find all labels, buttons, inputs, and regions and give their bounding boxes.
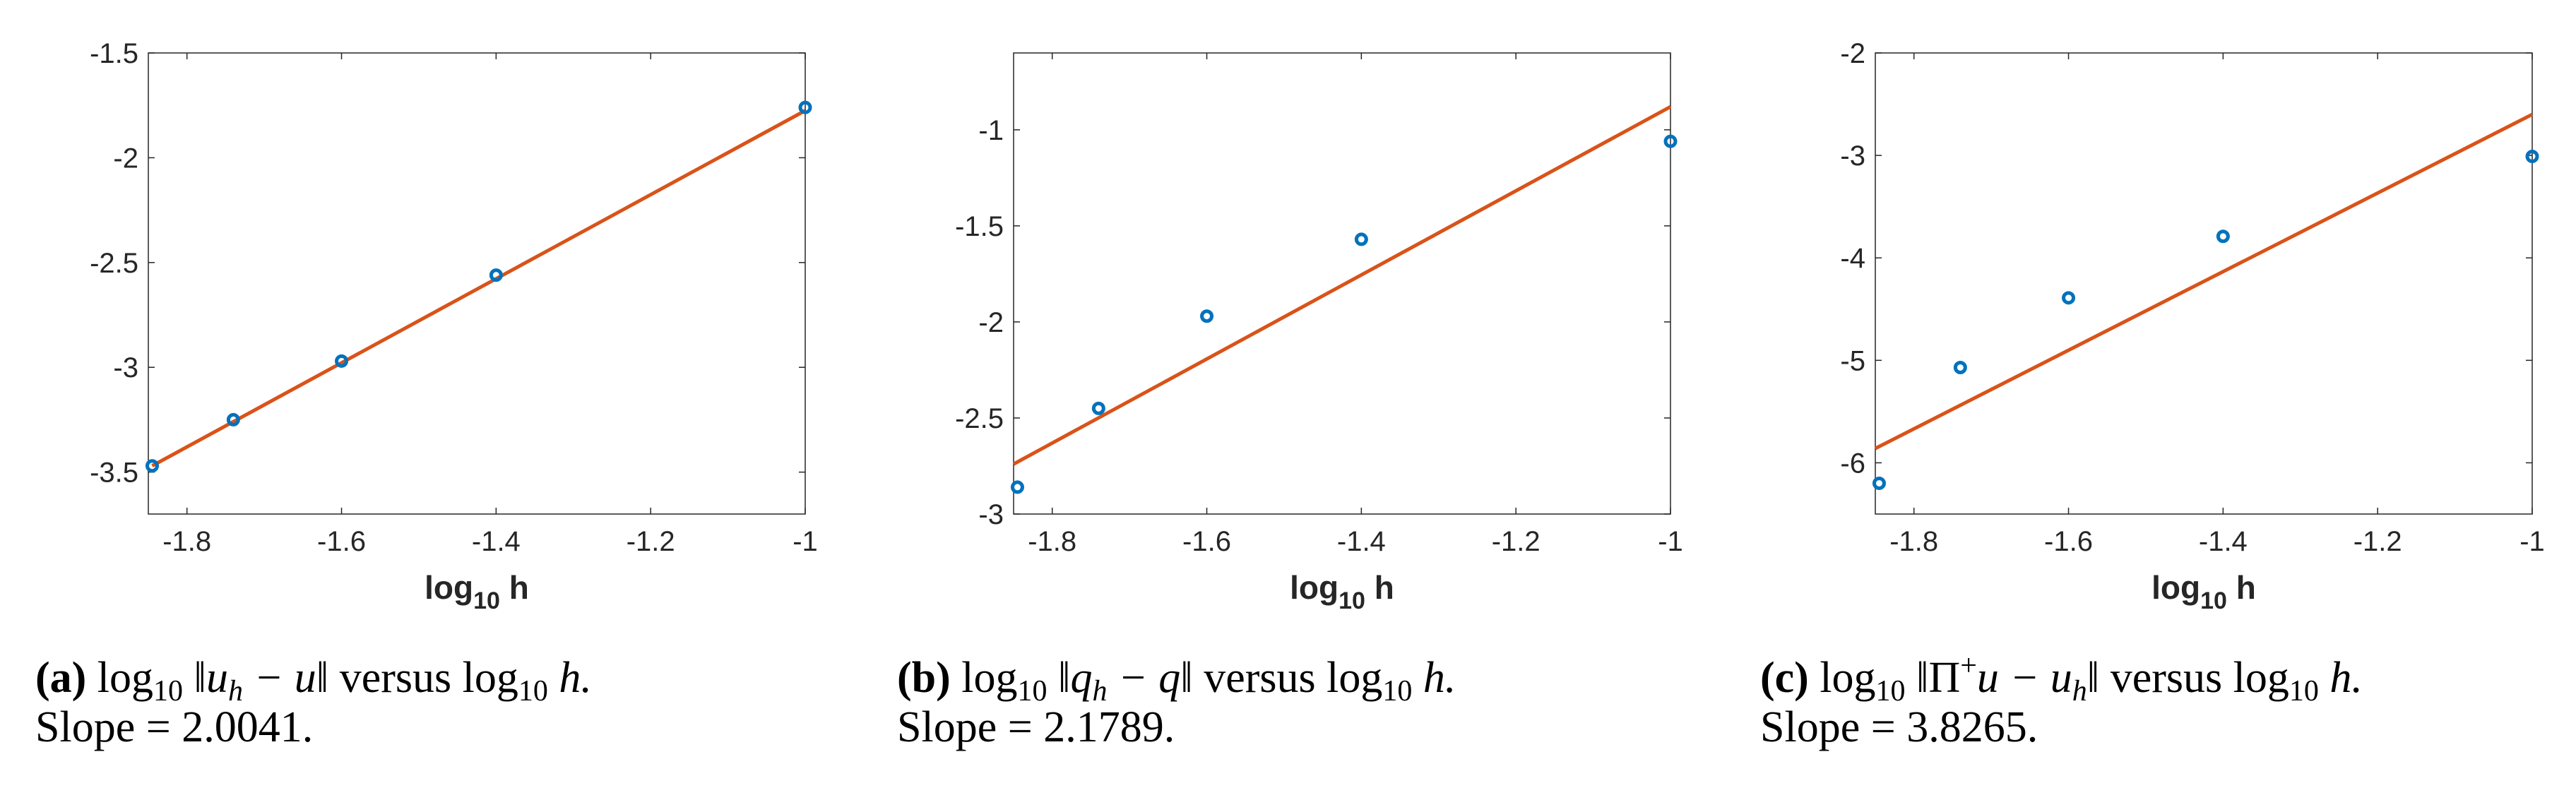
chart-a: -1.8 -1.6 -1.4 -1.2 -1 -3.5 -3 -2.5 -2 -1.5 log10 … (90, 38, 818, 614)
y-tick-label: -1 (978, 115, 1004, 146)
x-axis-label: log10 h (425, 569, 529, 614)
y-tick-label: -1.5 (955, 211, 1004, 242)
caption-a: (a) log10 ‖uh − u‖ versus log10 h. Slope… (35, 653, 925, 752)
x-tick-label: -1.4 (1337, 526, 1386, 557)
data-point (1010, 480, 1024, 494)
caption-c-slope: Slope = 3.8265. (1760, 703, 2038, 751)
data-point (1091, 401, 1105, 415)
y-tick-label: -2 (1840, 38, 1865, 69)
y-tick-label: -2.5 (955, 403, 1004, 434)
y-tick-label: -2 (978, 307, 1004, 338)
x-tick-label: -1.6 (2044, 526, 2093, 557)
plot-area-c (1875, 52, 2533, 515)
data-point (2525, 150, 2539, 164)
data-point (2216, 229, 2230, 244)
y-tick-label: -3 (978, 499, 1004, 530)
x-tick-label: -1.8 (1028, 526, 1076, 557)
caption-b: (b) log10 ‖qh − q‖ versus log10 h. Slope… (897, 653, 1787, 752)
x-tick-label: -1.2 (1492, 526, 1541, 557)
x-tick-label: -1.2 (627, 526, 675, 557)
y-tick-label: -5 (1840, 345, 1865, 376)
y-tick-label: -1.5 (90, 38, 138, 69)
x-axis-label: log10 h (1290, 569, 1394, 614)
x-tick-label: -1.2 (2354, 526, 2402, 557)
fit-line (1012, 105, 1672, 466)
data-point (1200, 309, 1214, 323)
chart-b: -1.8 -1.6 -1.4 -1.2 -1 -3 -2.5 -2 -1.5 -1 log10 h (955, 52, 1683, 614)
fit-line (151, 109, 807, 467)
data-point (798, 100, 812, 114)
y-tick-label: -6 (1840, 448, 1865, 479)
y-tick-label: -2.5 (90, 248, 138, 279)
y-tick-label: -3 (113, 352, 138, 383)
data-point (489, 268, 503, 282)
x-tick-label: -1 (793, 526, 818, 557)
x-tick-label: -1.4 (472, 526, 521, 557)
y-tick-label: -3 (1840, 141, 1865, 172)
x-tick-label: -1.8 (162, 526, 211, 557)
data-point (226, 412, 240, 426)
x-tick-label: -1 (1658, 526, 1683, 557)
data-point (145, 459, 159, 473)
chart-c: -1.8 -1.6 -1.4 -1.2 -1 -6 -5 -4 -3 -2 log10 h (1840, 38, 2544, 614)
caption-c: (c) log10 ‖Π+u − uh‖ versus log10 h. Slo… (1760, 651, 2576, 752)
data-point (1354, 232, 1368, 246)
x-tick-label: -1.6 (1182, 526, 1231, 557)
y-tick-label: -2 (113, 143, 138, 174)
caption-b-slope: Slope = 2.1789. (897, 703, 1175, 751)
data-point (1953, 360, 1967, 374)
data-point (1663, 134, 1678, 148)
data-point (335, 354, 349, 368)
x-tick-label: -1 (2519, 526, 2545, 557)
caption-a-slope: Slope = 2.0041. (35, 703, 314, 751)
plot-area-a (148, 52, 806, 515)
x-tick-label: -1.4 (2199, 526, 2248, 557)
x-tick-label: -1.8 (1889, 526, 1938, 557)
y-tick-label: -4 (1840, 243, 1865, 274)
data-point (2062, 291, 2076, 305)
x-tick-label: -1.6 (317, 526, 366, 557)
x-axis-label: log10 h (2151, 569, 2256, 614)
data-point (1872, 476, 1886, 490)
y-tick-label: -3.5 (90, 458, 138, 489)
fit-line (1874, 112, 2534, 450)
